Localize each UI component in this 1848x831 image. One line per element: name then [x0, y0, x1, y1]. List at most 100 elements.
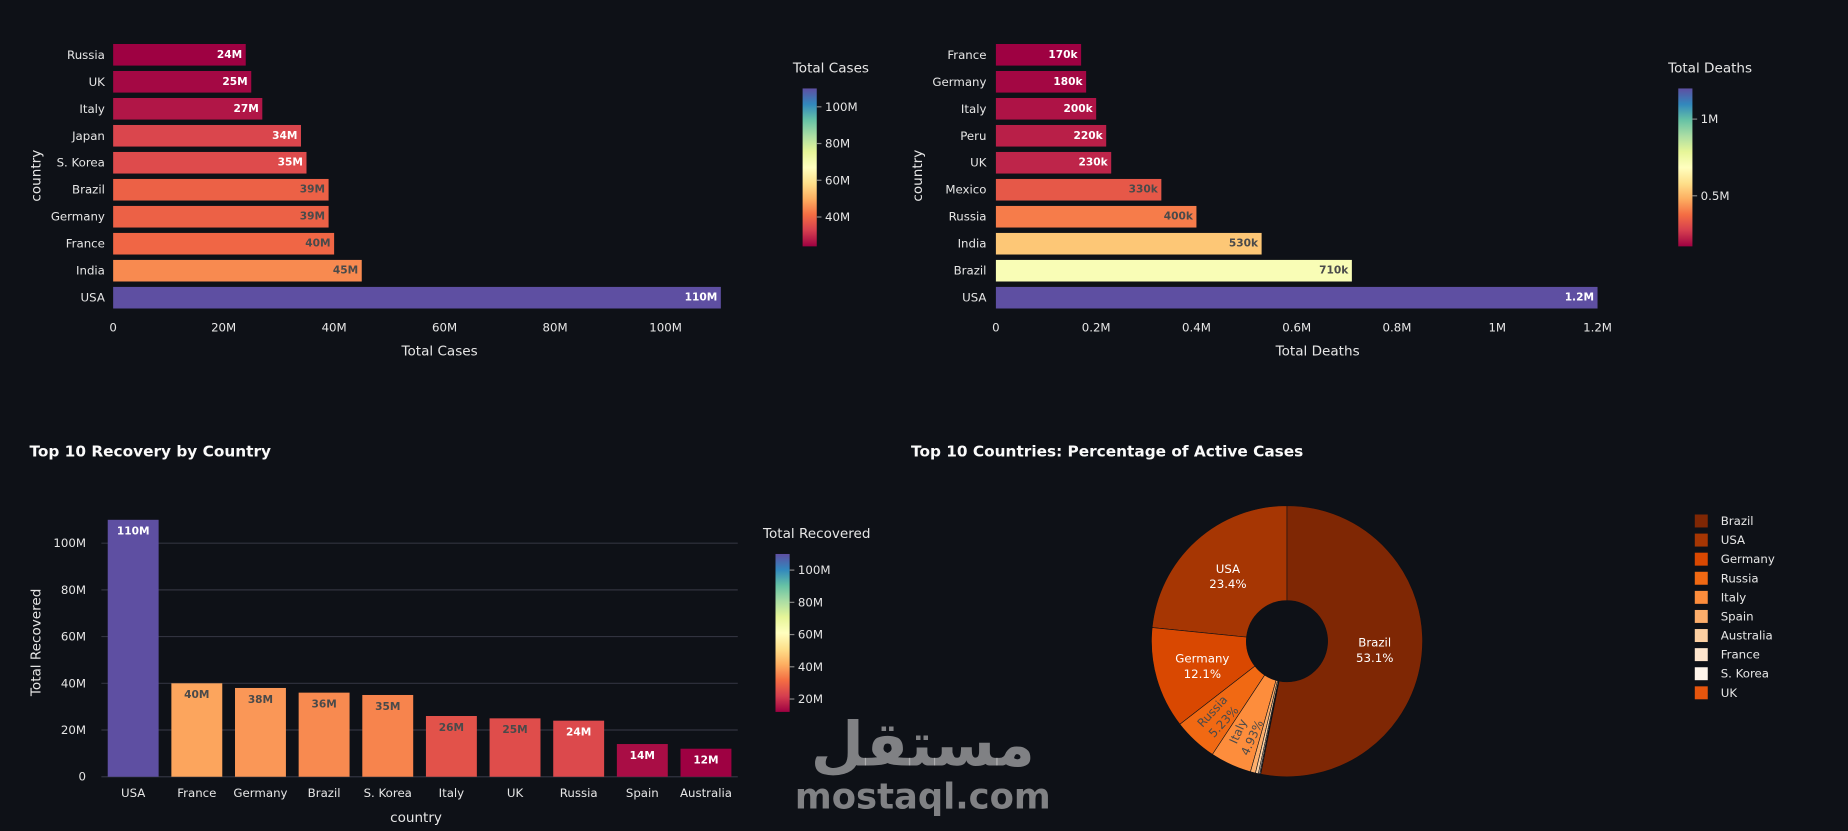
x-tick-label: 1.2M: [1583, 321, 1612, 335]
data-label: 710k: [1319, 265, 1349, 277]
legend-label: Brazil: [1721, 514, 1754, 528]
pie-slice: [1260, 505, 1423, 778]
y-axis-title: country: [910, 150, 926, 202]
x-tick-label: 1M: [1488, 321, 1506, 335]
colorbar-tick-label: 40M: [798, 660, 823, 674]
data-label: 25M: [222, 76, 247, 88]
x-axis-title: Total Deaths: [1275, 343, 1360, 359]
x-tick-label: 40M: [322, 321, 347, 335]
y-tick-label: Brazil: [72, 183, 105, 197]
chart-title: Top 10 Recovery by Country: [29, 442, 271, 460]
colorbar-tick-label: 80M: [798, 595, 823, 609]
slice-name: Germany: [1175, 651, 1229, 665]
slice-value: 23.4%: [1209, 577, 1246, 591]
bar: [995, 232, 1262, 255]
x-tick-label: 100M: [649, 321, 682, 335]
bar: [680, 748, 732, 777]
data-label: 400k: [1164, 211, 1194, 223]
y-tick-label: France: [66, 237, 105, 251]
legend-swatch: [1694, 667, 1708, 681]
bar: [995, 259, 1352, 282]
bar: [553, 720, 605, 777]
legend-swatch: [1694, 533, 1708, 547]
bar: [107, 519, 159, 777]
slice-value: 12.1%: [1184, 667, 1221, 681]
y-axis-title: Total Recovered: [29, 589, 45, 697]
y-tick-label: Italy: [79, 102, 105, 116]
data-label: 110M: [117, 526, 150, 538]
y-tick-label: Russia: [949, 210, 987, 224]
legend-label: Australia: [1721, 629, 1773, 643]
legend-swatch: [1694, 609, 1708, 623]
bar: [113, 124, 301, 147]
watermark: مستقل: [811, 709, 1035, 780]
y-tick-label: S. Korea: [57, 156, 105, 170]
x-tick-label: Germany: [233, 786, 287, 800]
bar: [113, 232, 335, 255]
y-tick-label: France: [947, 48, 986, 62]
y-tick-label: India: [958, 237, 987, 251]
x-tick-label: UK: [507, 786, 524, 800]
x-tick-label: 20M: [211, 321, 236, 335]
y-tick-label: USA: [962, 291, 986, 305]
bar: [171, 683, 223, 777]
legend-swatch: [1694, 648, 1708, 662]
x-tick-label: 0.8M: [1383, 321, 1412, 335]
y-tick-label: Japan: [71, 129, 105, 143]
x-tick-label: Australia: [680, 786, 732, 800]
y-tick-label: Germany: [932, 75, 986, 89]
bar: [113, 97, 263, 120]
data-label: 170k: [1048, 49, 1078, 61]
bar: [995, 124, 1107, 147]
legend-swatch: [1694, 571, 1708, 585]
bar: [113, 286, 721, 309]
data-label: 39M: [300, 211, 325, 223]
data-label: 330k: [1129, 184, 1159, 196]
colorbar-tick-label: 100M: [825, 100, 858, 114]
y-tick-label: Russia: [67, 48, 105, 62]
data-label: 35M: [278, 157, 303, 169]
bar: [995, 205, 1197, 228]
data-label: 40M: [305, 238, 330, 250]
colorbar-tick-label: 0.5M: [1701, 189, 1730, 203]
bar: [616, 744, 668, 777]
legend-swatch: [1694, 514, 1708, 528]
y-tick-label: 20M: [61, 723, 86, 737]
y-tick-label: 80M: [61, 583, 86, 597]
data-label: 220k: [1073, 130, 1103, 142]
pie-slice: [1151, 627, 1256, 725]
data-label: 35M: [375, 701, 400, 713]
x-tick-label: USA: [121, 786, 145, 800]
chart-title: Top 10 Countries: Percentage of Active C…: [911, 442, 1303, 460]
y-tick-label: UK: [970, 156, 987, 170]
data-label: 27M: [233, 103, 258, 115]
y-tick-label: 40M: [61, 676, 86, 690]
y-tick-label: 60M: [61, 630, 86, 644]
pie-slice: [1151, 505, 1288, 638]
colorbar: [802, 88, 817, 247]
x-tick-label: 0.4M: [1182, 321, 1211, 335]
y-tick-label: India: [76, 264, 105, 278]
data-label: 230k: [1079, 157, 1109, 169]
x-tick-label: Italy: [439, 786, 465, 800]
x-axis-title: country: [390, 810, 442, 826]
data-label: 45M: [333, 265, 358, 277]
colorbar-title: Total Deaths: [1667, 60, 1752, 76]
bar: [113, 70, 252, 93]
data-label: 25M: [502, 724, 527, 736]
bar: [235, 687, 286, 777]
colorbar: [775, 553, 790, 712]
legend-label: Spain: [1721, 609, 1754, 623]
data-label: 180k: [1053, 76, 1083, 88]
bar: [113, 178, 329, 201]
x-tick-label: 0.6M: [1282, 321, 1311, 335]
x-tick-label: 60M: [432, 321, 457, 335]
data-label: 38M: [248, 694, 273, 706]
data-label: 40M: [184, 689, 209, 701]
bar: [425, 716, 477, 777]
y-tick-label: USA: [81, 291, 105, 305]
colorbar: [1678, 88, 1693, 247]
